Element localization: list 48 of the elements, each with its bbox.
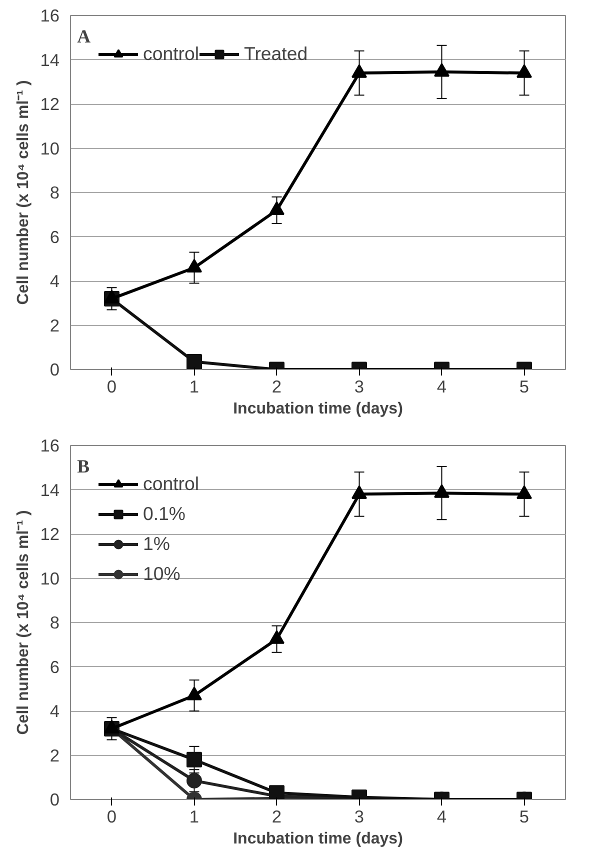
y-tick-label: 12 xyxy=(40,524,60,544)
y-tick-label: 12 xyxy=(40,94,60,114)
y-tick-label: 6 xyxy=(50,656,60,677)
x-tick-label: 3 xyxy=(354,376,364,396)
x-tick-label: 4 xyxy=(436,806,447,826)
y-tick-label: 14 xyxy=(40,480,60,500)
y-tick-label: 2 xyxy=(50,315,60,336)
y-tick-label: 14 xyxy=(40,50,60,70)
y-tick-label: 16 xyxy=(40,436,60,456)
legend-label: 10% xyxy=(143,563,180,585)
x-tick-label: 5 xyxy=(519,376,530,396)
y-tick-label: 2 xyxy=(50,745,60,766)
y-tick-label: 0 xyxy=(50,360,60,380)
x-tick-label: 4 xyxy=(436,376,447,396)
x-tick-label: 0 xyxy=(106,376,117,396)
point xyxy=(434,63,450,77)
x-tick-label: 5 xyxy=(519,806,530,826)
x-axis-title: Incubation time (days) xyxy=(233,400,403,418)
legend-label: 1% xyxy=(143,533,170,555)
annotation: B xyxy=(77,456,90,478)
point xyxy=(516,64,532,78)
point xyxy=(186,258,202,273)
y-tick-label: 4 xyxy=(50,701,60,721)
legend-label: Treated xyxy=(244,43,308,65)
x-tick-label: 1 xyxy=(189,376,200,396)
x-tick-label: 3 xyxy=(354,806,364,826)
y-tick-label: 8 xyxy=(50,612,60,632)
y-tick-label: 6 xyxy=(50,226,60,247)
y-tick-label: 8 xyxy=(50,182,60,202)
y-tick-label: 0 xyxy=(50,790,60,810)
x-tick-label: 0 xyxy=(106,806,117,826)
annotation: A xyxy=(77,26,92,48)
point xyxy=(269,201,284,215)
y-tick-label: 4 xyxy=(50,271,60,291)
point xyxy=(352,64,367,78)
y-axis-title: Cell number (x 10⁴ cells ml⁻¹ ) xyxy=(15,80,32,305)
point xyxy=(104,290,120,304)
legend-label: control xyxy=(143,473,199,495)
x-tick-label: 2 xyxy=(272,806,282,826)
y-tick-label: 16 xyxy=(40,6,60,26)
y-axis-title: Cell number (x 10⁴ cells ml⁻¹ ) xyxy=(15,510,32,735)
y-tick-label: 10 xyxy=(40,138,60,158)
x-tick-label: 1 xyxy=(189,806,200,826)
y-tick-label: 10 xyxy=(40,568,60,588)
x-tick-label: 2 xyxy=(272,376,282,396)
legend-label: 0.1% xyxy=(143,503,186,525)
x-axis-title: Incubation time (days) xyxy=(233,830,403,848)
legend-label: control xyxy=(143,43,199,65)
